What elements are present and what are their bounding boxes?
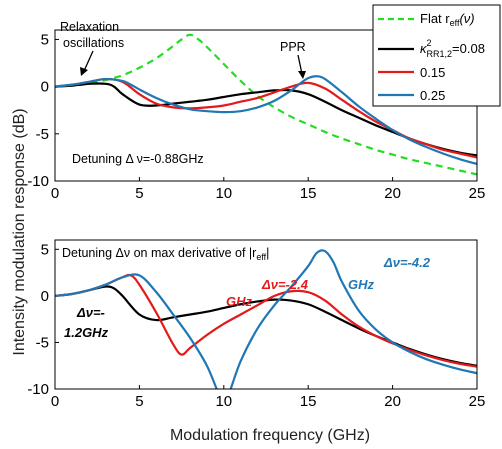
bottom-plot-frame <box>54 239 478 390</box>
annotation-relaxation-line1: Relaxation <box>60 20 119 34</box>
legend-box <box>372 4 501 107</box>
series-line-top-Flat r_eff(ν) <box>55 33 477 176</box>
y-tick-label: 0 <box>41 288 49 305</box>
x-tick-label: 0 <box>51 393 59 410</box>
series-line-top-0.25 <box>55 75 477 166</box>
dv-label-blue-1: Δν=-4.2 <box>383 255 431 270</box>
ppr-arrow <box>297 54 303 75</box>
y-tick-label: -10 <box>27 381 49 398</box>
x-tick-label: 25 <box>469 185 486 202</box>
relaxation-arrow <box>83 50 94 72</box>
x-tick-label: 0 <box>51 185 59 202</box>
legend-label-0.08: κ2 RR1,2=0.08 <box>420 38 485 59</box>
legend: Flat reff(ν) κ2 RR1,2=0.08 0.15 0.25 <box>372 4 501 107</box>
top-panel: 0 5 10 15 20 25 5 0 -5 -10 Relaxation oscillation… <box>27 4 501 202</box>
x-tick-label: 20 <box>384 393 401 410</box>
x-tick-label: 10 <box>215 185 232 202</box>
x-tick-label: 15 <box>300 185 317 202</box>
x-tick-label: 5 <box>135 393 143 410</box>
y-tick-label: 0 <box>41 79 49 96</box>
dv-label-blue-2: GHz <box>348 277 375 292</box>
x-tick-label: 15 <box>300 393 317 410</box>
dv-label-red-2: GHz <box>226 294 253 309</box>
x-tick-label: 10 <box>215 393 232 410</box>
ppr-arrowhead <box>298 71 306 79</box>
y-tick-label: -10 <box>27 173 49 190</box>
bottom-panel: 0 5 10 15 20 25 5 0 -5 -10 Detuning Δν on max der… <box>27 239 486 410</box>
x-tick-label: 20 <box>384 185 401 202</box>
annotation-relaxation-line2: oscillations <box>63 36 124 50</box>
relaxation-arrowhead <box>80 67 88 76</box>
x-tick-label: 5 <box>135 185 143 202</box>
dv-label-black-2: 1.2GHz <box>64 325 109 340</box>
y-tick-label: -5 <box>36 126 49 143</box>
dv-label-red-1: Δν=-2.4 <box>261 277 309 292</box>
dv-label-black-1: Δν=- <box>76 305 105 320</box>
annotation-detuning-top: Detuning Δ ν=-0.88GHz <box>72 152 204 166</box>
legend-label-0.15: 0.15 <box>420 65 445 80</box>
x-axis-label: Modulation frequency (GHz) <box>170 427 370 444</box>
legend-label-flat: Flat reff(ν) <box>420 11 475 28</box>
y-tick-label: 5 <box>41 241 49 258</box>
annotation-detuning-bottom: Detuning Δν on max derivative of |reff| <box>62 246 269 262</box>
y-tick-label: -5 <box>36 334 49 351</box>
x-tick-label: 25 <box>469 393 486 410</box>
y-axis-label: Intensity modulation response (dB) <box>11 108 28 355</box>
annotation-ppr: PPR <box>280 40 306 54</box>
legend-label-0.25: 0.25 <box>420 88 445 103</box>
series-line-bottom-Δν=-4.2GHz <box>55 249 477 389</box>
y-tick-label: 5 <box>41 31 49 48</box>
